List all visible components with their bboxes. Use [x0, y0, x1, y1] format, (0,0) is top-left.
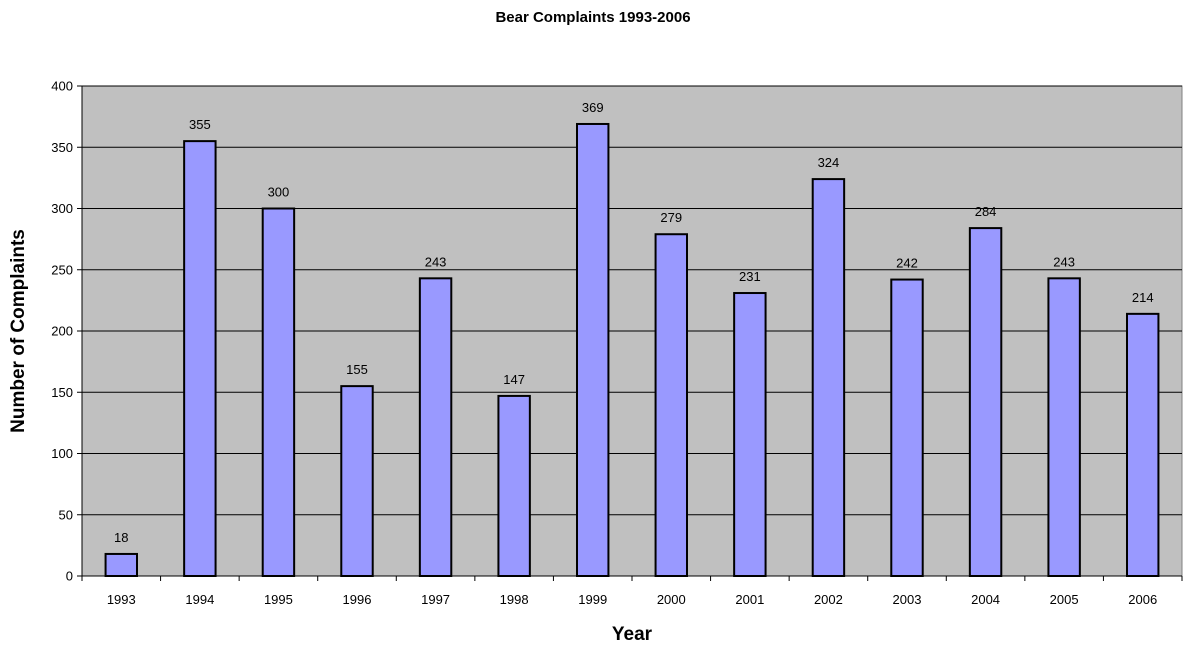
data-label-1995: 300	[268, 185, 290, 200]
bar-1998	[497, 394, 531, 577]
y-axis-title: Number of Complaints	[8, 229, 29, 433]
data-labels: 18 355 300 155 243 147 369 279 231 324 242 284 243 21…	[114, 100, 1154, 545]
data-label-2005: 243	[1053, 254, 1075, 269]
data-label-2006: 214	[1132, 290, 1154, 305]
bar-2003	[890, 278, 924, 577]
y-tick-label: 300	[51, 201, 73, 216]
y-tick-label: 350	[51, 140, 73, 155]
y-tick-label: 400	[51, 79, 73, 94]
x-tick-label: 2000	[657, 592, 686, 607]
data-label-1998: 147	[503, 372, 525, 387]
bar-2004	[968, 227, 1003, 577]
data-label-2000: 279	[660, 210, 682, 225]
data-label-1999: 369	[582, 100, 604, 115]
bar-1994	[183, 140, 217, 577]
x-tick-label: 1998	[500, 592, 529, 607]
x-tick-label: 2001	[735, 592, 764, 607]
y-tick-label: 0	[66, 569, 73, 584]
y-tick-label: 50	[59, 507, 73, 522]
bar-2005	[1047, 277, 1081, 577]
x-tick-label: 2005	[1050, 592, 1079, 607]
chart-title: Bear Complaints 1993-2006	[495, 9, 690, 26]
x-axis-ticks: 1993 1994 1995 1996 1997 1998 1999 2000 2001 2002…	[81, 576, 1183, 607]
bar-1995	[261, 207, 296, 577]
bar-2001	[733, 292, 767, 577]
bar-2002	[811, 178, 846, 577]
bar-1997	[418, 277, 453, 577]
x-tick-label: 1996	[343, 592, 372, 607]
y-tick-label: 150	[51, 385, 73, 400]
data-label-2003: 242	[896, 256, 918, 271]
x-tick-label: 1999	[578, 592, 607, 607]
data-label-2001: 231	[739, 269, 761, 284]
data-label-1993: 18	[114, 530, 128, 545]
x-tick-label: 1994	[185, 592, 214, 607]
x-tick-label: 2004	[971, 592, 1000, 607]
bar-1996	[340, 385, 374, 577]
y-tick-label: 200	[51, 324, 73, 339]
data-label-1997: 243	[425, 254, 447, 269]
x-tick-label: 2002	[814, 592, 843, 607]
x-tick-label: 1997	[421, 592, 450, 607]
bar-1999	[576, 122, 610, 577]
bars	[104, 122, 1160, 578]
x-tick-label: 2006	[1128, 592, 1157, 607]
data-label-1996: 155	[346, 362, 368, 377]
bar-2000	[654, 233, 688, 577]
data-label-1994: 355	[189, 117, 211, 132]
bar-2006	[1126, 312, 1160, 577]
y-tick-label: 100	[51, 446, 73, 461]
x-tick-label: 2003	[893, 592, 922, 607]
x-tick-label: 1993	[107, 592, 136, 607]
y-tick-label: 250	[51, 262, 73, 277]
data-label-2004: 284	[975, 204, 997, 219]
bar-1993	[104, 552, 138, 578]
data-label-2002: 324	[818, 155, 840, 170]
x-tick-label: 1995	[264, 592, 293, 607]
x-axis-title: Year	[612, 624, 653, 645]
y-axis-ticks: 0 50 100 150 200 250 300 350 400	[51, 79, 82, 584]
